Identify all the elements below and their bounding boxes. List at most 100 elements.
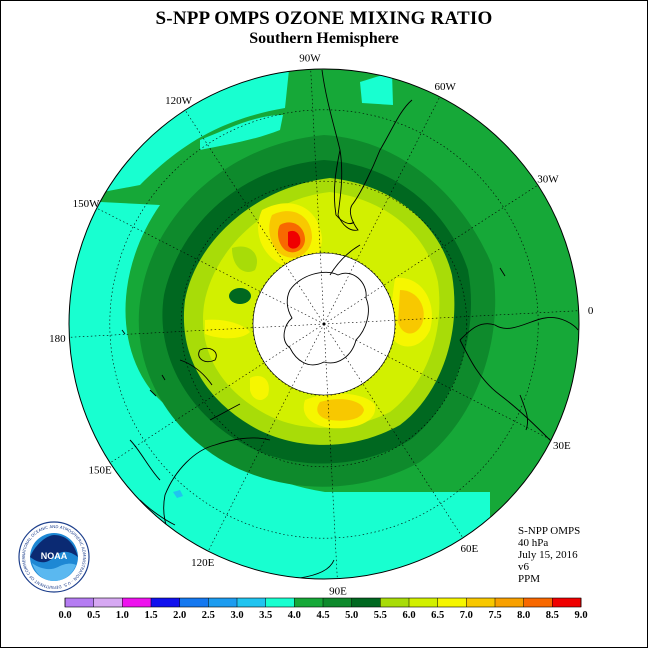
madagascar-coast — [519, 394, 529, 431]
logo-bird-shape — [30, 535, 78, 563]
info-version: v6 — [518, 561, 529, 573]
colorbar-swatch — [409, 598, 438, 607]
colorbar-tick-label: 4.5 — [316, 610, 329, 621]
colorbar-swatch — [208, 598, 238, 607]
info-date: July 15, 2016 — [518, 549, 578, 561]
map-title: S-NPP OMPS OZONE MIXING RATIO — [155, 8, 493, 29]
colorbar-swatch — [151, 598, 180, 607]
meridian-labels: 0 30E 60E 90E 120E 150E 180 150W 120W 90W 60W 30W — [49, 52, 594, 597]
meridian-label: 60E — [461, 543, 479, 555]
colorbar-swatch — [294, 598, 324, 607]
atlantic-island — [499, 267, 506, 277]
meridian-label: 90E — [329, 586, 347, 598]
colorbar-swatch — [552, 598, 582, 607]
meridian-label: 0 — [588, 305, 594, 317]
meridian-label: 120E — [191, 557, 215, 569]
meridian-label: 180 — [49, 333, 66, 345]
meridian-line — [207, 323, 325, 552]
field-5.0-5.5-cell — [229, 288, 251, 304]
colorbar-tick-label: 3.0 — [230, 610, 243, 621]
meridian-line — [96, 207, 325, 325]
meridian-label: 30E — [553, 440, 571, 452]
colorbar-swatch — [437, 598, 467, 607]
info-product: S-NPP OMPS — [518, 525, 581, 537]
graticule — [69, 69, 579, 579]
latitude-circle — [180, 180, 468, 468]
meridian-line — [323, 184, 539, 325]
colorbar-swatch — [523, 598, 553, 607]
field-7.0-7.5-east — [398, 290, 424, 334]
indonesia-coast-1 — [129, 439, 161, 481]
colorbar-swatch — [179, 598, 209, 607]
tasmania-coast — [209, 403, 241, 421]
colorbar-swatch — [237, 598, 266, 607]
meridian-line — [310, 69, 325, 325]
africa-south-coast — [459, 317, 579, 341]
colorbar-swatch — [351, 598, 381, 607]
colorbar-tick-label: 0.0 — [58, 610, 71, 621]
meridian-label: 90W — [299, 52, 321, 64]
meridian-label: 120W — [165, 95, 193, 107]
antarctica-coast — [283, 271, 369, 366]
field-3.0-3.5-patch — [173, 490, 183, 498]
field-3.5-4.0-patch-nw — [200, 115, 283, 150]
colorbar-swatch — [323, 598, 352, 607]
colorbar-tick-label: 0.5 — [87, 610, 100, 621]
colorbar-tick-label: 6.0 — [402, 610, 415, 621]
field-8.0-8.5-north — [288, 230, 301, 249]
field-3.5-4.0-southwest — [69, 200, 490, 579]
meridian-label: 150E — [88, 464, 112, 476]
colorbar-swatch — [380, 598, 410, 607]
colorbar-swatch — [93, 598, 123, 607]
colorbar-tick-label: 1.5 — [144, 610, 157, 621]
meridian-line — [69, 323, 325, 338]
latitude-circle — [109, 109, 539, 539]
info-units: PPM — [518, 573, 541, 585]
meridian-line — [323, 323, 464, 539]
colorbar-swatch — [466, 598, 496, 607]
colorbar-tick-label: 2.5 — [202, 610, 215, 621]
new-zealand-north — [198, 347, 217, 363]
south-america-coast — [321, 69, 413, 231]
colorbar: 0.0 0.5 1.0 1.5 2.0 2.5 3.0 3.5 4.0 4.5 5.0 5.5 6.0 6… — [58, 597, 588, 621]
patagonia-coast — [333, 149, 355, 225]
map-subtitle: Southern Hemisphere — [249, 30, 399, 47]
meridian-line — [323, 323, 552, 441]
field-5.5-6.0-northwest — [232, 246, 258, 272]
colorbar-tick-label: 4.0 — [288, 610, 301, 621]
colorbar-tick-label: 7.0 — [460, 610, 473, 621]
colorbar-swatch — [265, 598, 295, 607]
logo-text: NOAA — [41, 551, 68, 561]
indonesia-coast-2 — [139, 499, 176, 526]
meridian-line — [323, 323, 338, 579]
africa-east-coast — [459, 339, 561, 451]
south-pole-dot — [322, 322, 326, 326]
colorbar-tick-label: 3.5 — [259, 610, 272, 621]
colorbar-tick-label: 2.0 — [173, 610, 186, 621]
field-3.5-4.0-patch-north — [360, 72, 393, 105]
colorbar-tick-label: 6.5 — [431, 610, 444, 621]
meridian-line — [323, 96, 441, 325]
colorbar-tick-label: 7.5 — [488, 610, 501, 621]
colorbar-swatch — [495, 598, 524, 607]
new-zealand-south — [179, 359, 213, 386]
meridian-label: 30W — [537, 174, 559, 186]
meridian-line — [323, 310, 579, 325]
antarctic-peninsula — [329, 244, 361, 276]
info-block: S-NPP OMPS 40 hPa July 15, 2016 v6 PPM — [518, 525, 638, 585]
info-level: 40 hPa — [518, 537, 549, 549]
field-6.5-7.0-southwest — [250, 375, 269, 401]
map-disc-outline — [68, 68, 580, 580]
logo-wave — [32, 563, 76, 581]
meridian-label: 150W — [73, 198, 101, 210]
colorbar-tick-label: 8.0 — [517, 610, 530, 621]
colorbar-tick-label: 5.5 — [374, 610, 387, 621]
colorbar-tick-label: 9.0 — [574, 610, 587, 621]
colorbar-tick-label: 5.0 — [345, 610, 358, 621]
meridian-line — [184, 109, 325, 325]
colorbar-tick-label: 1.0 — [116, 610, 129, 621]
latitude-circle — [252, 252, 396, 396]
meridian-label: 60W — [435, 81, 457, 93]
noaa-logo: NATIONAL OCEANIC AND ATMOSPHERIC ADMINIS… — [18, 521, 90, 593]
